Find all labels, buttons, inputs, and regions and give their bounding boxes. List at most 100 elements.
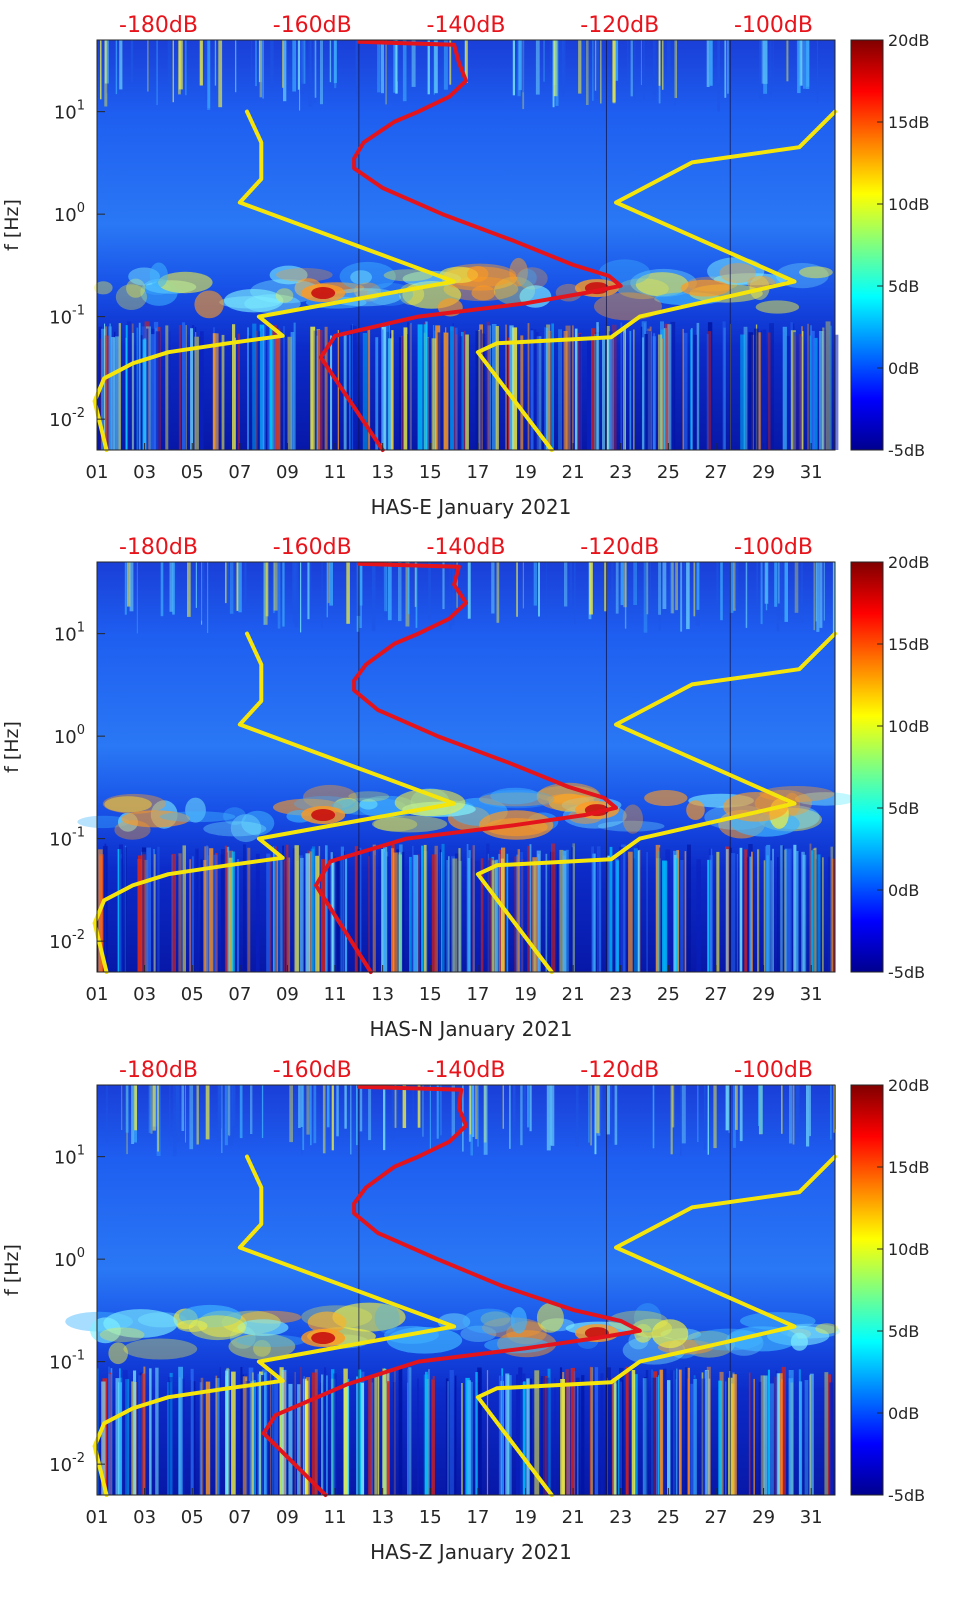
spectrogram-streak	[832, 562, 835, 634]
spectrogram-blob	[301, 1305, 373, 1329]
spectrogram-streak	[480, 329, 483, 450]
spectrogram-streak	[127, 562, 131, 607]
spectrogram-streak	[735, 1085, 738, 1130]
spectrogram-streak	[407, 322, 409, 450]
spectrogram-streak	[788, 1370, 794, 1495]
spectrogram-streak	[178, 1366, 183, 1495]
spectrogram-streak	[707, 322, 713, 450]
x-axis-label-has-z: HAS-Z January 2021	[370, 1540, 572, 1564]
spectrogram-streak	[381, 40, 384, 94]
spectrogram-streak	[594, 1085, 597, 1155]
spectrogram-streak	[142, 847, 147, 972]
spectrogram-streak	[676, 1368, 678, 1495]
spectrogram-streak	[237, 333, 240, 450]
spectrogram-streak	[144, 859, 149, 972]
spectrogram-streak	[500, 858, 505, 972]
top-db-label: -140dB	[427, 1058, 506, 1083]
spectrogram-streak	[564, 562, 568, 607]
top-db-labels-has-e: -180dB -160dB -140dB -120dB -100dB	[119, 13, 813, 38]
y-axis-label-has-n: f [Hz]	[1, 721, 23, 773]
spectrogram-streak	[558, 40, 563, 93]
top-db-label: -120dB	[580, 13, 659, 38]
spectrogram-streak	[609, 846, 613, 972]
spectrogram-streak	[491, 324, 497, 450]
spectrogram-streak	[331, 1369, 335, 1495]
spectrogram-streak	[683, 332, 688, 450]
spectrogram-streak	[736, 854, 739, 972]
spectrogram-streak	[182, 322, 186, 450]
spectrogram-streak	[581, 1375, 585, 1495]
x-tick-label: 03	[133, 984, 156, 1005]
spectrogram-streak	[707, 1085, 709, 1155]
spectrogram-streak	[558, 329, 562, 450]
spectrogram-streak	[455, 853, 460, 972]
spectrogram-streak	[156, 40, 158, 106]
spectrogram-streak	[359, 1085, 363, 1132]
colorbar-label: -5dB	[888, 963, 925, 982]
spectrogram-streak	[749, 856, 752, 972]
top-db-label: -160dB	[273, 13, 352, 38]
spectrogram-streak	[175, 562, 177, 605]
spectrogram-streak	[617, 1375, 620, 1495]
spectrogram-streak	[813, 562, 815, 631]
spectrogram-streak	[690, 1383, 694, 1495]
spectrogram-streak	[437, 332, 441, 450]
spectrogram-streak	[270, 1370, 272, 1495]
spectrogram-streak	[527, 323, 530, 450]
spectrogram-streak	[425, 1371, 428, 1495]
spectrogram-streak	[680, 562, 683, 632]
spectrogram-streak	[789, 1085, 793, 1144]
spectrogram-streak	[189, 859, 191, 972]
spectrogram-streak	[516, 854, 519, 972]
spectrogram-streak	[131, 1085, 135, 1144]
spectrogram-streak	[229, 1085, 234, 1146]
spectrogram-streak	[191, 856, 194, 972]
spectrogram-blob	[104, 796, 152, 813]
spectrogram-streak	[757, 332, 762, 450]
spectrogram-streak	[520, 1085, 523, 1146]
spectrogram-streak	[726, 849, 729, 972]
spectrogram-blob	[373, 817, 418, 832]
spectrogram-streak	[651, 1377, 657, 1495]
spectrogram-streak	[115, 40, 118, 95]
spectrogram-blob	[348, 791, 390, 802]
spectrogram-streak	[766, 844, 771, 972]
spectrogram-streak	[398, 854, 402, 972]
spectrogram-streak	[154, 854, 156, 972]
spectrogram-blob	[622, 804, 643, 834]
spectrogram-streak	[407, 562, 410, 615]
colorbar-label: 15dB	[888, 635, 930, 654]
spectrogram-streak	[646, 331, 652, 450]
spectrogram-streak	[757, 849, 760, 972]
x-tick-label: 11	[324, 462, 347, 483]
spectrogram-streak	[411, 40, 416, 87]
spectrogram-streak	[440, 1085, 442, 1136]
spectrogram-streak	[642, 1378, 648, 1495]
spectrogram-streak	[290, 332, 295, 450]
spectrogram-streak	[283, 326, 285, 450]
spectrogram-streak	[402, 851, 405, 972]
spectrogram-streak	[133, 1370, 137, 1495]
x-tick-label: 15	[419, 462, 442, 483]
spectrogram-blob	[815, 1323, 839, 1334]
spectrogram-streak	[125, 1085, 129, 1133]
spectrogram-streak	[309, 851, 313, 972]
spectrogram-streak	[182, 1378, 185, 1495]
spectrogram-streak	[518, 40, 522, 91]
spectrogram-streak	[245, 1381, 250, 1495]
x-tick-label: 11	[324, 1507, 347, 1528]
spectrogram-streak	[394, 1368, 396, 1495]
spectrogram-streak	[675, 562, 678, 611]
colorbar-gradient	[850, 1084, 884, 1496]
spectrogram-blob	[644, 790, 688, 806]
spectrogram-streak	[235, 40, 237, 93]
spectrogram-streak	[218, 1085, 222, 1129]
spectrogram-streak	[189, 1085, 194, 1150]
spectrogram-streak	[732, 562, 736, 611]
spectrogram-streak	[512, 40, 515, 96]
spectrogram-streak	[343, 1368, 348, 1495]
spectrogram-streak	[287, 336, 292, 450]
spectrogram-streak	[146, 326, 151, 450]
spectrogram-streak	[746, 857, 750, 972]
spectrogram-blob	[635, 272, 689, 297]
